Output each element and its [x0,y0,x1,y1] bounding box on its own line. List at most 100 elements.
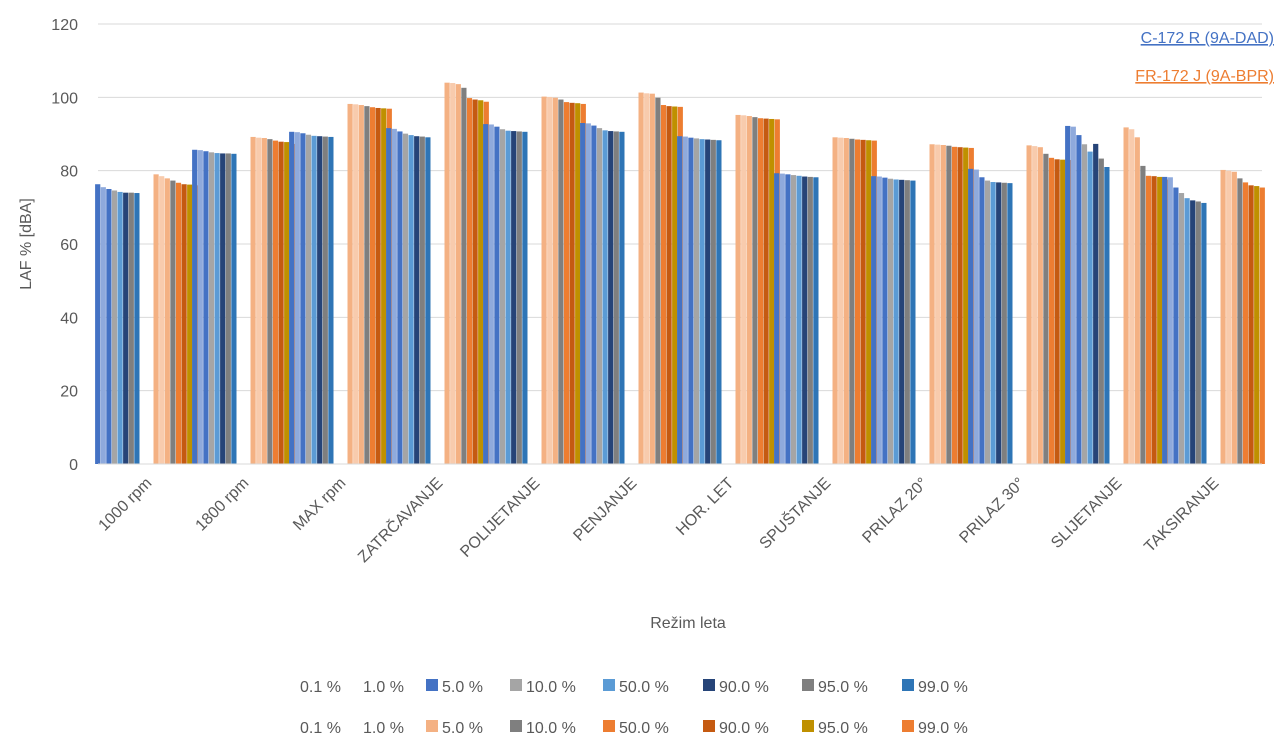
bar-c172r-100-cat4 [499,129,506,465]
bar-c172r-50-cat10 [1076,135,1082,464]
legend-swatch [426,720,438,732]
x-tick-label: PRILAZ 20° [859,475,931,547]
bar-c172r-01-cat9 [968,168,974,464]
bar-fr172j-50-cat11 [1231,171,1237,464]
bar-c172r-50-cat2 [300,133,306,464]
bar-c172r-990-cat0 [134,193,140,464]
legend-label: 90.0 % [719,720,769,737]
bar-c172r-100-cat9 [984,180,991,464]
bar-fr172j-50-cat7 [843,138,849,464]
bar-c172r-100-cat3 [402,133,409,464]
bar-c172r-10-cat5 [585,123,591,465]
bar-c172r-10-cat9 [973,169,979,464]
legend-swatch [510,679,522,691]
bar-fr172j-100-cat9 [1043,153,1049,465]
group-legend-labels: C-172 R (9A-DAD) FR-172 J (9A-BPR) [1135,30,1274,85]
legend-swatch [703,679,715,691]
bar-c172r-500-cat8 [893,179,899,464]
y-tick-label: 60 [60,237,78,254]
bar-fr172j-500-cat1 [272,140,279,464]
x-tick-label: 1000 rpm [96,475,156,535]
bar-fr172j-10-cat11 [1226,170,1232,465]
bar-fr172j-100-cat4 [558,99,564,464]
bar-c172r-50-cat0 [106,189,112,464]
bar-c172r-990-cat6 [716,140,722,465]
bar-c172r-10-cat0 [100,187,106,465]
bar-c172r-01-cat4 [483,124,489,464]
bar-fr172j-900-cat1 [278,141,284,464]
bar-c172r-01-cat5 [580,123,586,464]
bar-c172r-900-cat9 [996,182,1002,464]
bar-c172r-990-cat1 [231,153,237,465]
x-tick-label: MAX rpm [290,475,349,534]
legend-label: 10.0 % [526,720,576,737]
bar-fr172j-10-cat8 [935,144,941,464]
bar-c172r-01-cat8 [871,176,877,465]
x-tick-label: POLIJETANJE [457,475,543,561]
bar-fr172j-10-cat9 [1032,146,1038,464]
bar-c172r-100-cat8 [887,178,894,465]
x-tick-label: SLIJETANJE [1048,475,1125,552]
bar-fr172j-50-cat4 [552,97,558,464]
x-tick-label: TAKSIRANJE [1141,475,1222,556]
bar-c172r-50-cat5 [591,125,597,464]
bar-c172r-500-cat1 [214,153,220,464]
x-tick-label: PRILAZ 30° [956,475,1028,547]
bar-fr172j-950-cat7 [866,140,872,465]
bar-fr172j-01-cat5 [638,92,644,464]
bar-fr172j-01-cat10 [1123,127,1129,465]
bar-c172r-500-cat10 [1087,151,1093,464]
bar-fr172j-01-cat2 [347,103,353,465]
bar-c172r-100-cat0 [111,190,118,464]
bar-c172r-500-cat7 [796,175,802,465]
bar-c172r-500-cat6 [699,139,705,464]
bar-c172r-950-cat0 [128,192,134,465]
bar-c172r-950-cat7 [807,176,813,464]
bar-fr172j-100-cat7 [849,138,855,464]
bar-fr172j-01-cat1 [250,136,256,464]
bar-fr172j-950-cat4 [575,103,581,464]
x-tick-label: ZATRČAVANJE [354,473,447,566]
bar-c172r-990-cat7 [813,177,819,464]
bar-fr172j-10-cat6 [741,115,747,465]
bar-c172r-100-cat7 [790,175,797,464]
legend-swatch [510,720,522,732]
bar-c172r-50-cat11 [1173,187,1179,464]
bar-c172r-01-cat2 [289,131,295,465]
bar-c172r-900-cat3 [414,136,420,464]
bar-c172r-950-cat9 [1001,182,1007,464]
bar-c172r-10-cat4 [488,124,494,464]
bar-fr172j-900-cat6 [763,118,769,464]
bar-fr172j-50-cat9 [1037,147,1043,464]
legend: 0.1 % 1.0 % 5.0 % 10.0 % 50.0 % 90.0 % 95.0 % 9… [300,679,968,737]
bar-c172r-50-cat6 [688,137,694,465]
bar-fr172j-01-cat3 [444,82,450,465]
bar-c172r-900-cat7 [802,176,808,464]
bar-c172r-10-cat11 [1167,177,1173,464]
legend-swatch [603,679,615,691]
bar-fr172j-100-cat3 [461,87,467,465]
legend-swatch [902,720,914,732]
bar-c172r-100-cat1 [208,152,215,464]
bar-fr172j-10-cat2 [353,104,359,465]
bar-fr172j-500-cat8 [951,146,958,464]
bar-fr172j-900-cat0 [181,184,187,465]
bar-fr172j-100-cat10 [1140,165,1146,464]
bar-fr172j-950-cat0 [187,184,193,464]
bar-c172r-950-cat3 [419,136,425,464]
bar-fr172j-950-cat2 [381,108,387,464]
bar-c172r-01-cat0 [95,184,101,465]
bar-c172r-01-cat1 [192,149,198,464]
bar-c172r-990-cat5 [619,131,625,465]
bar-c172r-10-cat2 [294,132,300,465]
bar-fr172j-950-cat6 [769,118,775,464]
bar-c172r-10-cat8 [876,176,882,464]
bar-fr172j-50-cat6 [746,116,752,464]
bar-c172r-990-cat10 [1104,167,1110,464]
legend-label: 10.0 % [526,679,576,696]
bar-fr172j-900-cat2 [375,107,381,464]
bar-c172r-50-cat1 [203,151,209,465]
bar-c172r-10-cat1 [197,150,203,464]
legend-label: 5.0 % [442,720,483,737]
